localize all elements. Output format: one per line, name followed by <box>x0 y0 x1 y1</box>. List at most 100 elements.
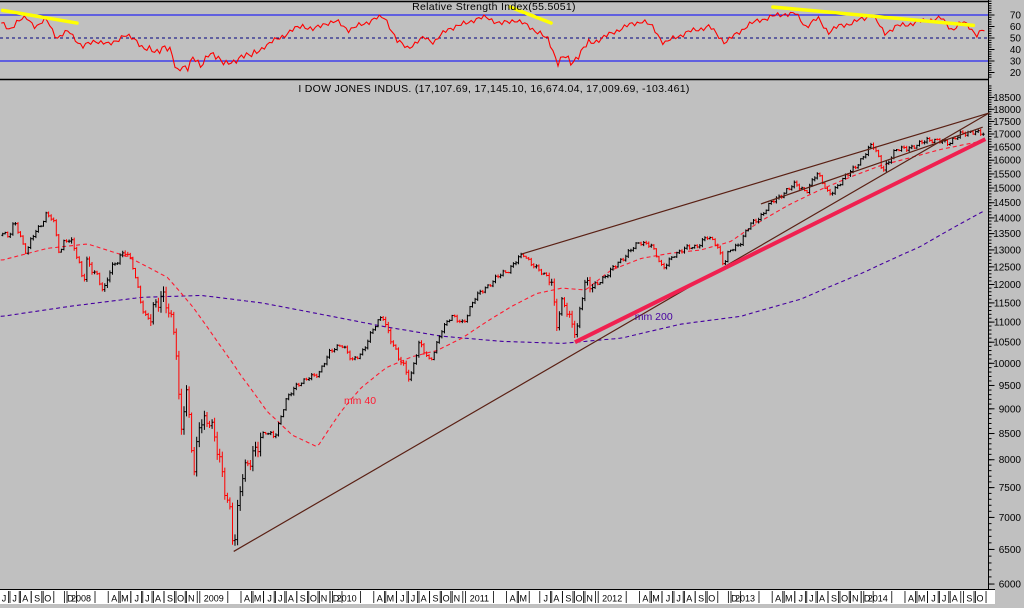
rsi-line <box>1 11 985 73</box>
svg-text:2008: 2008 <box>71 594 91 604</box>
svg-text:J: J <box>809 594 814 604</box>
svg-text:8500: 8500 <box>999 429 1022 440</box>
svg-text:mm 40: mm 40 <box>344 395 376 407</box>
rsi-level-lines <box>0 14 988 62</box>
svg-text:A: A <box>642 594 648 604</box>
svg-text:M: M <box>519 594 527 604</box>
svg-text:A: A <box>155 594 161 604</box>
svg-text:O: O <box>44 594 51 604</box>
svg-text:20: 20 <box>1010 68 1022 79</box>
svg-text:A: A <box>288 594 294 604</box>
svg-text:A: A <box>686 594 692 604</box>
svg-text:12500: 12500 <box>993 262 1021 273</box>
svg-text:16000: 16000 <box>993 156 1021 167</box>
svg-text:S: S <box>433 594 439 604</box>
svg-text:J: J <box>135 594 140 604</box>
svg-text:M: M <box>121 594 129 604</box>
svg-text:O: O <box>443 594 450 604</box>
wedge-lower <box>233 112 990 552</box>
svg-text:14500: 14500 <box>993 198 1021 209</box>
price-trendlines <box>233 112 990 552</box>
svg-text:A: A <box>553 594 559 604</box>
svg-text:O: O <box>575 594 582 604</box>
svg-text:J: J <box>544 594 549 604</box>
svg-text:17500: 17500 <box>993 117 1021 128</box>
svg-text:O: O <box>841 594 848 604</box>
svg-text:J: J <box>942 594 947 604</box>
svg-text:2012: 2012 <box>602 594 622 604</box>
svg-text:S: S <box>698 594 704 604</box>
svg-text:A: A <box>952 594 958 604</box>
svg-text:16500: 16500 <box>993 142 1021 153</box>
svg-text:mm 200: mm 200 <box>635 311 673 323</box>
svg-text:17000: 17000 <box>993 130 1021 141</box>
svg-text:D: D <box>67 594 74 604</box>
svg-text:15000: 15000 <box>993 184 1021 195</box>
price-pane-title: I DOW JONES INDUS. (17,107.69, 17,145.10… <box>298 83 690 95</box>
svg-text:O: O <box>708 594 715 604</box>
svg-text:J: J <box>267 594 272 604</box>
svg-text:13500: 13500 <box>993 229 1021 240</box>
svg-text:A: A <box>111 594 117 604</box>
svg-text:D: D <box>864 594 871 604</box>
ma200-line <box>0 209 986 344</box>
svg-text:M: M <box>918 594 926 604</box>
svg-text:14000: 14000 <box>993 213 1021 224</box>
svg-text:J: J <box>145 594 150 604</box>
svg-text:13000: 13000 <box>993 245 1021 256</box>
svg-text:A: A <box>244 594 250 604</box>
inner-support <box>760 126 983 205</box>
svg-text:A: A <box>908 594 914 604</box>
svg-text:O: O <box>177 594 184 604</box>
svg-text:O: O <box>977 594 984 604</box>
svg-text:M: M <box>785 594 793 604</box>
svg-text:A: A <box>775 594 781 604</box>
rsi-yellow-trendlines <box>0 5 976 28</box>
svg-text:40: 40 <box>1010 45 1022 56</box>
svg-text:J: J <box>666 594 671 604</box>
svg-text:N: N <box>586 594 593 604</box>
svg-text:N: N <box>454 594 461 604</box>
svg-text:N: N <box>321 594 328 604</box>
svg-text:A: A <box>22 594 28 604</box>
svg-text:2009: 2009 <box>204 594 224 604</box>
svg-text:S: S <box>34 594 40 604</box>
svg-text:J: J <box>12 594 17 604</box>
svg-text:7500: 7500 <box>999 483 1022 494</box>
rsi-pane-title: Relative Strength Index(55.5051) <box>412 1 576 13</box>
svg-text:9500: 9500 <box>999 381 1022 392</box>
svg-text:J: J <box>411 594 416 604</box>
svg-text:11000: 11000 <box>994 318 1022 329</box>
svg-text:2014: 2014 <box>868 594 888 604</box>
ma40-line <box>0 139 986 448</box>
svg-text:M: M <box>652 594 660 604</box>
svg-text:D: D <box>731 594 738 604</box>
svg-text:9000: 9000 <box>999 404 1022 415</box>
svg-text:50: 50 <box>1010 34 1022 45</box>
svg-text:18500: 18500 <box>993 93 1021 104</box>
svg-text:M: M <box>387 594 395 604</box>
svg-text:J: J <box>799 594 804 604</box>
price-bars-up <box>1 129 985 546</box>
svg-text:J: J <box>400 594 405 604</box>
svg-text:7000: 7000 <box>999 513 1022 524</box>
svg-text:10000: 10000 <box>993 359 1021 370</box>
svg-text:M: M <box>254 594 262 604</box>
svg-text:6500: 6500 <box>999 545 1022 556</box>
svg-text:12000: 12000 <box>993 280 1021 291</box>
svg-text:N: N <box>852 594 859 604</box>
svg-text:N: N <box>188 594 195 604</box>
svg-text:60: 60 <box>1010 22 1022 33</box>
svg-text:10500: 10500 <box>993 338 1021 349</box>
price-bars-down <box>6 128 983 545</box>
svg-text:70: 70 <box>1010 11 1022 22</box>
svg-text:30: 30 <box>1010 57 1022 68</box>
svg-text:O: O <box>310 594 317 604</box>
svg-text:S: S <box>565 594 571 604</box>
svg-text:S: S <box>167 594 173 604</box>
svg-text:J: J <box>278 594 283 604</box>
svg-text:J: J <box>2 594 7 604</box>
